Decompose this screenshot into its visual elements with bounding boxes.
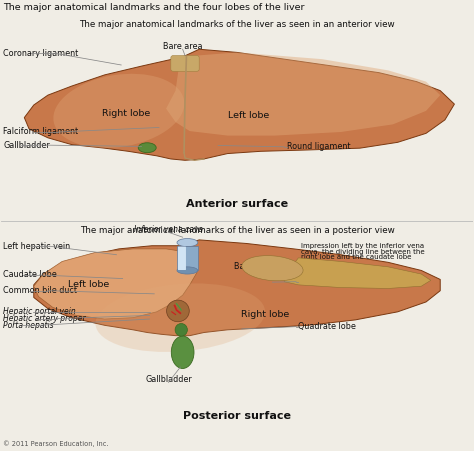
- Text: Bare area: Bare area: [163, 42, 202, 51]
- FancyBboxPatch shape: [178, 247, 186, 270]
- PathPatch shape: [166, 52, 440, 136]
- Text: Left hepatic vein: Left hepatic vein: [3, 242, 70, 251]
- Text: Posterior surface: Posterior surface: [183, 411, 291, 421]
- Text: Right lobe: Right lobe: [241, 310, 290, 319]
- Ellipse shape: [177, 239, 198, 247]
- Text: cava, the dividing line between the: cava, the dividing line between the: [301, 249, 424, 254]
- Text: Gallbladder: Gallbladder: [3, 141, 50, 150]
- Text: Common bile duct: Common bile duct: [3, 286, 77, 295]
- PathPatch shape: [284, 258, 431, 289]
- PathPatch shape: [177, 246, 198, 271]
- PathPatch shape: [24, 49, 455, 160]
- Ellipse shape: [166, 300, 189, 322]
- PathPatch shape: [34, 240, 440, 336]
- Text: Hepatic artery proper: Hepatic artery proper: [3, 314, 86, 323]
- Text: Left lobe: Left lobe: [228, 111, 269, 120]
- PathPatch shape: [34, 249, 197, 319]
- Text: Hepatic portal vein: Hepatic portal vein: [3, 307, 76, 316]
- Text: right lobe and the caudate lobe: right lobe and the caudate lobe: [301, 254, 411, 260]
- Text: Round ligament: Round ligament: [287, 143, 350, 152]
- Text: Coronary ligament: Coronary ligament: [299, 277, 374, 286]
- Ellipse shape: [95, 283, 265, 352]
- Text: Falciform ligament: Falciform ligament: [3, 128, 78, 137]
- Text: Impression left by the inferior vena: Impression left by the inferior vena: [301, 243, 424, 249]
- Text: Caudate lobe: Caudate lobe: [3, 271, 57, 280]
- Text: Gallbladder: Gallbladder: [145, 375, 192, 384]
- Text: © 2011 Pearson Education, Inc.: © 2011 Pearson Education, Inc.: [3, 440, 109, 446]
- Text: Quadrate lobe: Quadrate lobe: [299, 322, 356, 331]
- Ellipse shape: [171, 336, 194, 368]
- Text: The major anatomical landmarks of the liver as seen in an anterior view: The major anatomical landmarks of the li…: [79, 20, 395, 29]
- Ellipse shape: [242, 256, 303, 281]
- Text: The major anatomical landmarks and the four lobes of the liver: The major anatomical landmarks and the f…: [3, 3, 305, 12]
- FancyBboxPatch shape: [171, 55, 199, 71]
- Text: Bare area: Bare area: [234, 262, 273, 272]
- Ellipse shape: [175, 323, 187, 336]
- Ellipse shape: [138, 143, 156, 152]
- Ellipse shape: [177, 267, 198, 274]
- Text: Inferior vena cava: Inferior vena cava: [134, 225, 203, 234]
- Text: Left lobe: Left lobe: [67, 281, 109, 290]
- Text: Coronary ligament: Coronary ligament: [3, 49, 78, 58]
- Text: Porta hepatis: Porta hepatis: [3, 321, 54, 330]
- Text: The major anatomical landmarks of the liver as seen in a posterior view: The major anatomical landmarks of the li…: [80, 226, 394, 235]
- Ellipse shape: [54, 74, 184, 148]
- Text: Right lobe: Right lobe: [102, 110, 150, 119]
- Text: Anterior surface: Anterior surface: [186, 198, 288, 208]
